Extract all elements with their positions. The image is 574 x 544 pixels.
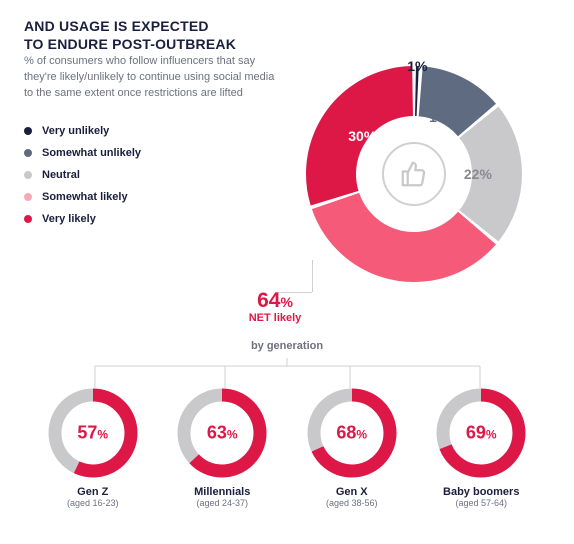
donut-slice-label: 30% xyxy=(348,128,376,144)
legend: Very unlikely Somewhat unlikely Neutral Som… xyxy=(24,120,141,230)
donut-slice-label: 22% xyxy=(464,166,492,182)
generation-ring: 69% xyxy=(436,388,526,478)
title-line-2: TO ENDURE POST-OUTBREAK xyxy=(24,36,236,52)
generation-ring: 57% xyxy=(48,388,138,478)
legend-label: Neutral xyxy=(42,169,80,181)
net-likely-label: 64% NET likely xyxy=(215,290,335,324)
legend-label: Somewhat unlikely xyxy=(42,147,141,159)
generation-name: Gen X xyxy=(297,486,407,498)
generation-age: (aged 24-37) xyxy=(167,498,277,508)
generation-value: 69% xyxy=(466,423,497,444)
legend-label: Very likely xyxy=(42,213,96,225)
legend-label: Somewhat likely xyxy=(42,191,128,203)
legend-label: Very unlikely xyxy=(42,125,109,137)
legend-dot xyxy=(24,149,32,157)
legend-item: Very unlikely xyxy=(24,120,141,142)
generation-row: 57%Gen Z(aged 16-23)63%Millennials(aged … xyxy=(0,388,574,508)
legend-dot xyxy=(24,127,32,135)
net-value: 64 xyxy=(257,289,280,312)
title-line-1: AND USAGE IS EXPECTED xyxy=(24,18,209,34)
legend-item: Neutral xyxy=(24,164,141,186)
donut-chart: 1% 13% 22% 34% 30% xyxy=(300,60,528,288)
generation-card: 57% Gen Z(aged 16-23) xyxy=(38,388,148,508)
generation-ring: 68% xyxy=(307,388,397,478)
donut-slice-label: 34% xyxy=(382,261,410,277)
generation-ring: 63% xyxy=(177,388,267,478)
legend-item: Somewhat likely xyxy=(24,186,141,208)
generation-value: 57% xyxy=(77,423,108,444)
donut-slice-label: 1% xyxy=(407,58,427,74)
net-connector xyxy=(312,260,313,292)
legend-item: Somewhat unlikely xyxy=(24,142,141,164)
legend-dot xyxy=(24,193,32,201)
net-percent: % xyxy=(280,294,292,310)
generation-age: (aged 57-64) xyxy=(426,498,536,508)
generation-name: Baby boomers xyxy=(426,486,536,498)
generation-card: 69% Baby boomers(aged 57-64) xyxy=(426,388,536,508)
by-generation-label: by generation xyxy=(0,340,574,352)
generation-connector xyxy=(50,358,524,388)
chart-title: AND USAGE IS EXPECTED TO ENDURE POST-OUT… xyxy=(24,18,236,53)
legend-item: Very likely xyxy=(24,208,141,230)
generation-card: 68% Gen X(aged 38-56) xyxy=(297,388,407,508)
legend-dot xyxy=(24,171,32,179)
chart-subtitle: % of consumers who follow influencers th… xyxy=(24,54,284,102)
generation-value: 68% xyxy=(336,423,367,444)
generation-card: 63% Millennials(aged 24-37) xyxy=(167,388,277,508)
legend-dot xyxy=(24,215,32,223)
generation-name: Gen Z xyxy=(38,486,148,498)
generation-name: Millennials xyxy=(167,486,277,498)
generation-age: (aged 38-56) xyxy=(297,498,407,508)
donut-slice-label: 13% xyxy=(429,109,457,125)
generation-age: (aged 16-23) xyxy=(38,498,148,508)
thumbs-up-icon xyxy=(382,142,446,206)
net-sub: NET likely xyxy=(215,312,335,324)
generation-value: 63% xyxy=(207,423,238,444)
